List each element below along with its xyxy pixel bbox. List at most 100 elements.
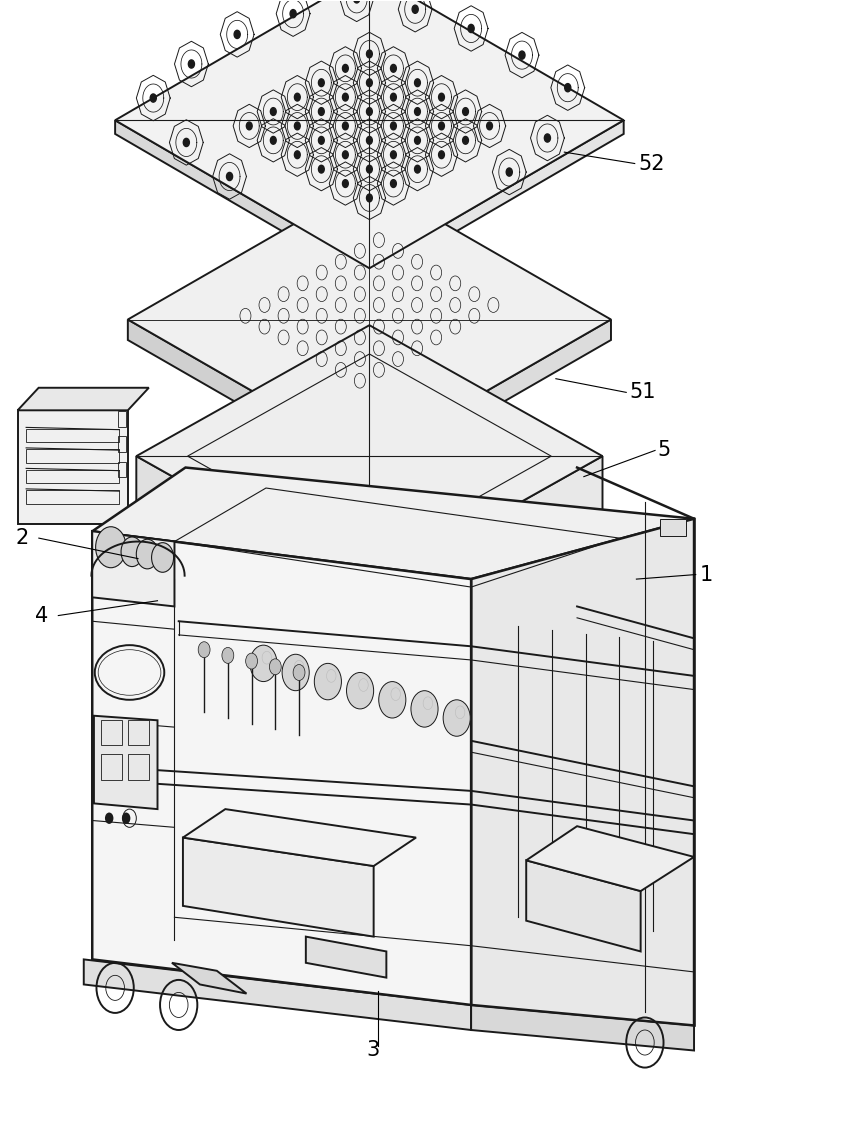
- Polygon shape: [93, 467, 694, 579]
- Circle shape: [290, 9, 296, 18]
- Circle shape: [367, 194, 373, 202]
- Bar: [118, 462, 127, 478]
- Circle shape: [270, 137, 276, 145]
- Circle shape: [391, 180, 396, 187]
- Bar: [118, 412, 127, 428]
- Circle shape: [295, 93, 301, 101]
- Bar: [128, 755, 149, 780]
- Circle shape: [439, 122, 444, 130]
- Polygon shape: [526, 826, 694, 891]
- Circle shape: [342, 122, 348, 130]
- Polygon shape: [137, 325, 603, 587]
- Circle shape: [150, 93, 156, 103]
- Circle shape: [354, 0, 360, 3]
- Circle shape: [105, 813, 114, 824]
- Circle shape: [318, 79, 324, 87]
- Text: 2: 2: [16, 528, 29, 548]
- Circle shape: [443, 700, 470, 736]
- Circle shape: [506, 168, 512, 177]
- Circle shape: [544, 133, 550, 142]
- Circle shape: [122, 813, 131, 824]
- Polygon shape: [93, 531, 174, 606]
- Circle shape: [188, 60, 194, 68]
- Polygon shape: [84, 960, 471, 1031]
- Circle shape: [439, 93, 444, 101]
- Bar: [101, 755, 122, 780]
- Polygon shape: [128, 319, 369, 479]
- Circle shape: [342, 65, 348, 72]
- Circle shape: [391, 65, 396, 72]
- Polygon shape: [18, 388, 149, 410]
- Text: 5: 5: [658, 440, 671, 461]
- Polygon shape: [369, 120, 624, 282]
- Polygon shape: [183, 838, 374, 937]
- Circle shape: [293, 665, 305, 681]
- Bar: [26, 429, 120, 442]
- Circle shape: [342, 180, 348, 187]
- Circle shape: [439, 150, 444, 158]
- Polygon shape: [171, 963, 246, 994]
- Circle shape: [96, 527, 127, 568]
- Circle shape: [412, 6, 419, 14]
- Circle shape: [391, 122, 396, 130]
- Circle shape: [367, 137, 373, 145]
- Circle shape: [519, 51, 525, 59]
- Text: 52: 52: [638, 154, 665, 173]
- Polygon shape: [94, 716, 158, 809]
- Bar: [118, 437, 127, 453]
- Polygon shape: [93, 531, 471, 1005]
- Text: 1: 1: [700, 564, 713, 585]
- Bar: [26, 490, 120, 504]
- Circle shape: [463, 107, 469, 115]
- Circle shape: [367, 165, 373, 173]
- Circle shape: [269, 659, 281, 675]
- Circle shape: [342, 93, 348, 101]
- Circle shape: [246, 122, 252, 130]
- Circle shape: [367, 50, 373, 58]
- Circle shape: [391, 93, 396, 101]
- Circle shape: [295, 122, 301, 130]
- Bar: [26, 449, 120, 463]
- Polygon shape: [471, 1005, 694, 1050]
- Polygon shape: [306, 937, 386, 978]
- Polygon shape: [115, 0, 624, 268]
- Text: 3: 3: [367, 1041, 380, 1060]
- Circle shape: [379, 682, 406, 718]
- Circle shape: [414, 79, 420, 87]
- Circle shape: [346, 673, 374, 709]
- Polygon shape: [137, 456, 369, 650]
- Circle shape: [391, 150, 396, 158]
- Circle shape: [222, 648, 233, 663]
- Circle shape: [295, 150, 301, 158]
- Polygon shape: [526, 861, 641, 952]
- Polygon shape: [183, 809, 416, 866]
- Polygon shape: [369, 456, 603, 650]
- Text: 51: 51: [630, 382, 656, 402]
- Bar: [26, 470, 120, 483]
- Circle shape: [414, 165, 420, 173]
- Circle shape: [411, 691, 438, 727]
- Polygon shape: [471, 519, 694, 1026]
- Circle shape: [183, 138, 189, 147]
- Circle shape: [152, 543, 173, 572]
- Polygon shape: [369, 319, 611, 479]
- Circle shape: [137, 539, 159, 569]
- Bar: [101, 720, 122, 746]
- Polygon shape: [115, 120, 369, 282]
- Circle shape: [414, 137, 420, 145]
- Circle shape: [342, 150, 348, 158]
- Circle shape: [282, 654, 309, 691]
- Circle shape: [314, 663, 341, 700]
- Circle shape: [565, 83, 571, 92]
- Circle shape: [414, 107, 420, 115]
- Circle shape: [367, 107, 373, 115]
- Circle shape: [121, 537, 143, 567]
- Circle shape: [468, 24, 474, 33]
- Text: 4: 4: [35, 605, 48, 626]
- Circle shape: [198, 642, 210, 658]
- Polygon shape: [18, 410, 128, 524]
- Circle shape: [234, 31, 240, 39]
- Circle shape: [318, 137, 324, 145]
- Circle shape: [227, 172, 233, 180]
- Polygon shape: [128, 180, 611, 458]
